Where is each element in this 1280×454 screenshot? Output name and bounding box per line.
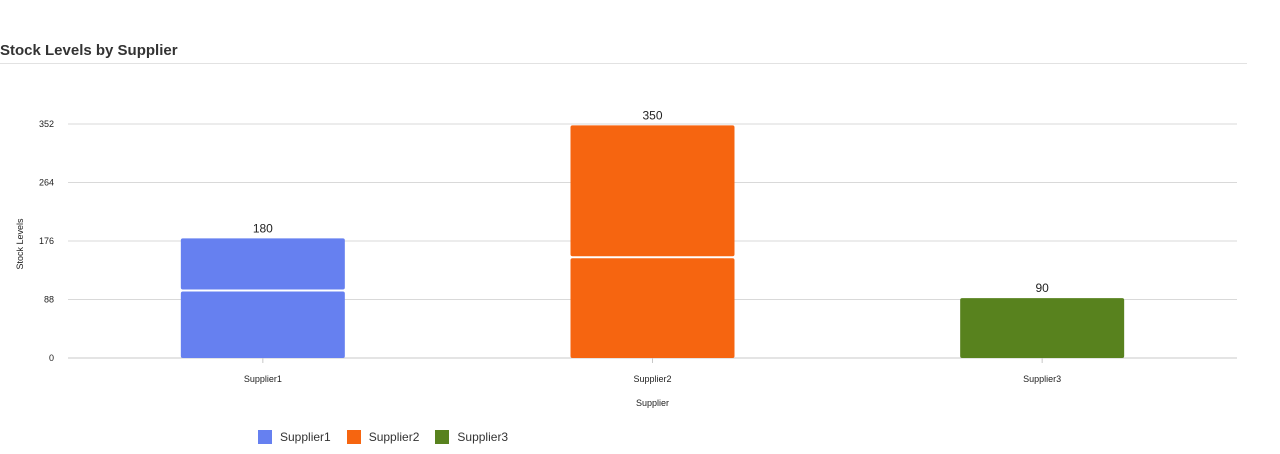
data-label: 90: [1035, 281, 1049, 295]
bar-segment: [180, 238, 345, 290]
data-label: 350: [642, 108, 662, 122]
y-tick-label: 176: [39, 236, 54, 246]
legend-label-supplier2: Supplier2: [368, 430, 420, 444]
y-axis-label: Stock Levels: [15, 218, 25, 270]
legend-item-supplier1[interactable]: Supplier1: [258, 430, 331, 444]
bar-segment: [960, 298, 1125, 358]
x-axis-label: Supplier: [636, 398, 669, 408]
legend-item-supplier3[interactable]: Supplier3: [435, 430, 508, 444]
legend-swatch-supplier1: [258, 430, 272, 444]
y-tick-label: 352: [39, 119, 54, 129]
legend-label-supplier3: Supplier3: [457, 430, 509, 444]
y-tick-label: 88: [44, 295, 54, 305]
bar-segment: [570, 258, 735, 358]
bar-segment: [570, 125, 735, 257]
title-divider: [0, 63, 1247, 64]
data-label: 180: [253, 221, 273, 235]
x-tick-label: Supplier2: [633, 374, 671, 384]
legend-swatch-supplier2: [346, 430, 361, 444]
legend: Supplier1 Supplier2 Supplier3: [258, 430, 508, 444]
legend-swatch-supplier3: [435, 430, 450, 444]
x-tick-label: Supplier3: [1023, 374, 1061, 384]
x-tick-label: Supplier1: [244, 374, 282, 384]
y-tick-label: 264: [39, 178, 54, 188]
legend-item-supplier2[interactable]: Supplier2: [346, 430, 420, 444]
bar-segment: [180, 291, 345, 358]
legend-label-supplier1: Supplier1: [280, 430, 331, 444]
chart-title: Stock Levels by Supplier: [0, 42, 178, 59]
y-tick-label: 0: [49, 353, 54, 363]
